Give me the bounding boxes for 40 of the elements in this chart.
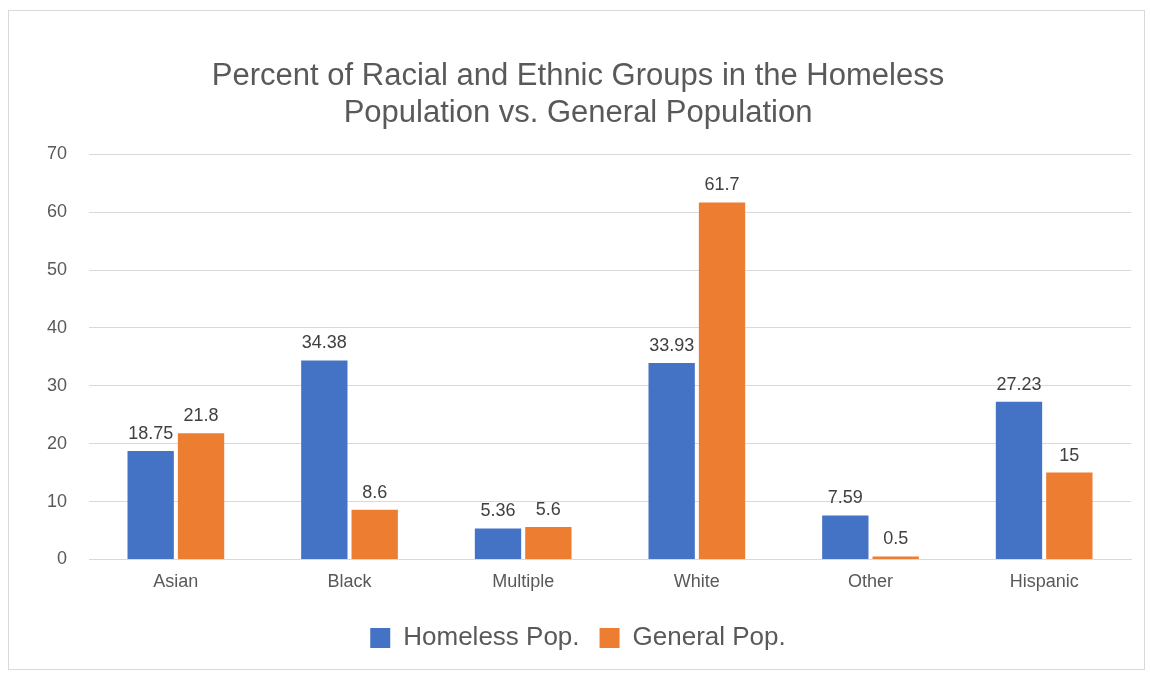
data-label: 0.5	[883, 528, 909, 549]
bar	[1046, 472, 1093, 559]
bar	[301, 360, 348, 559]
bar	[351, 509, 398, 559]
y-tick-label: 60	[46, 201, 68, 222]
data-label: 7.59	[827, 487, 863, 508]
data-label: 21.8	[183, 405, 219, 426]
bar	[698, 202, 746, 559]
x-tick-label: Multiple	[492, 571, 555, 592]
bar	[474, 528, 522, 559]
y-tick-label: 50	[46, 259, 68, 280]
data-label: 5.36	[480, 500, 516, 521]
y-tick-label: 70	[46, 143, 68, 164]
data-label: 27.23	[996, 373, 1042, 394]
data-label: 33.93	[649, 335, 695, 356]
x-tick-label: Asian	[153, 571, 199, 592]
data-label: 18.75	[128, 422, 174, 443]
y-tick-label: 10	[46, 490, 68, 511]
bar	[995, 401, 1043, 559]
y-tick-label: 30	[46, 374, 68, 395]
x-tick-label: White	[673, 571, 720, 592]
y-tick-label: 20	[46, 432, 68, 453]
data-label: 8.6	[362, 481, 388, 502]
x-tick-label: Hispanic	[1009, 571, 1079, 592]
bar	[648, 363, 695, 559]
data-label: 15	[1059, 444, 1080, 465]
legend-label: Homeless Pop.	[403, 621, 580, 652]
data-label: 5.6	[535, 498, 561, 519]
y-tick-label: 0	[57, 548, 68, 569]
data-label: 34.38	[301, 332, 347, 353]
data-label: 61.7	[704, 174, 740, 195]
x-tick-label: Other	[847, 571, 894, 592]
bar	[822, 515, 869, 559]
bar	[127, 450, 174, 559]
chart-title: Percent of Racial and Ethnic Groups in the Homeless Population vs. General Population	[211, 57, 945, 130]
legend-label: General Pop.	[632, 621, 786, 652]
y-tick-label: 40	[46, 316, 68, 337]
bar	[525, 527, 572, 559]
bar	[177, 433, 225, 559]
x-tick-label: Black	[327, 571, 373, 592]
